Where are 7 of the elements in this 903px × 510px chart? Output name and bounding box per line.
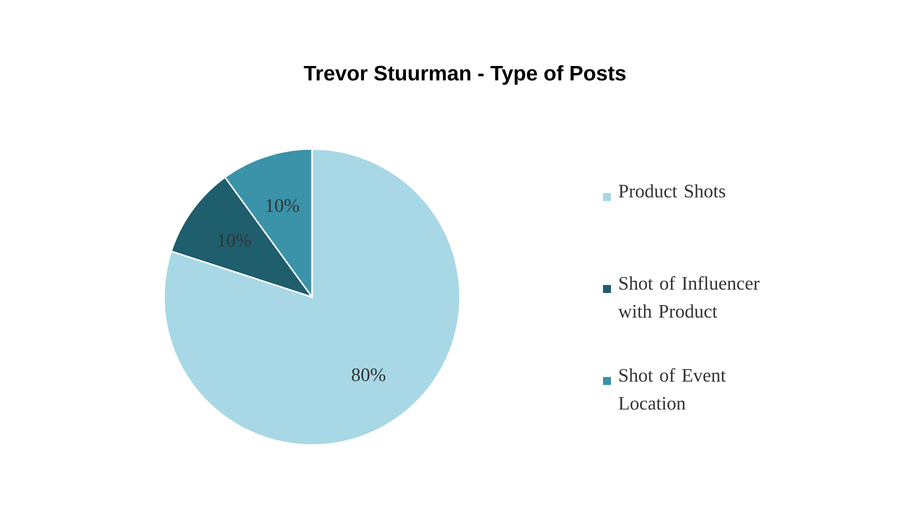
data-label: 10%	[218, 234, 251, 247]
chart-title: Trevor Stuurman - Type of Posts	[304, 65, 626, 85]
data-label: 10%	[266, 199, 300, 212]
legend-label: Shot of Influencer with Product	[618, 276, 760, 318]
legend-label: Shot of Event Location	[618, 368, 726, 410]
data-label: 80%	[352, 368, 386, 382]
legend-label: Product Shots	[618, 184, 726, 198]
